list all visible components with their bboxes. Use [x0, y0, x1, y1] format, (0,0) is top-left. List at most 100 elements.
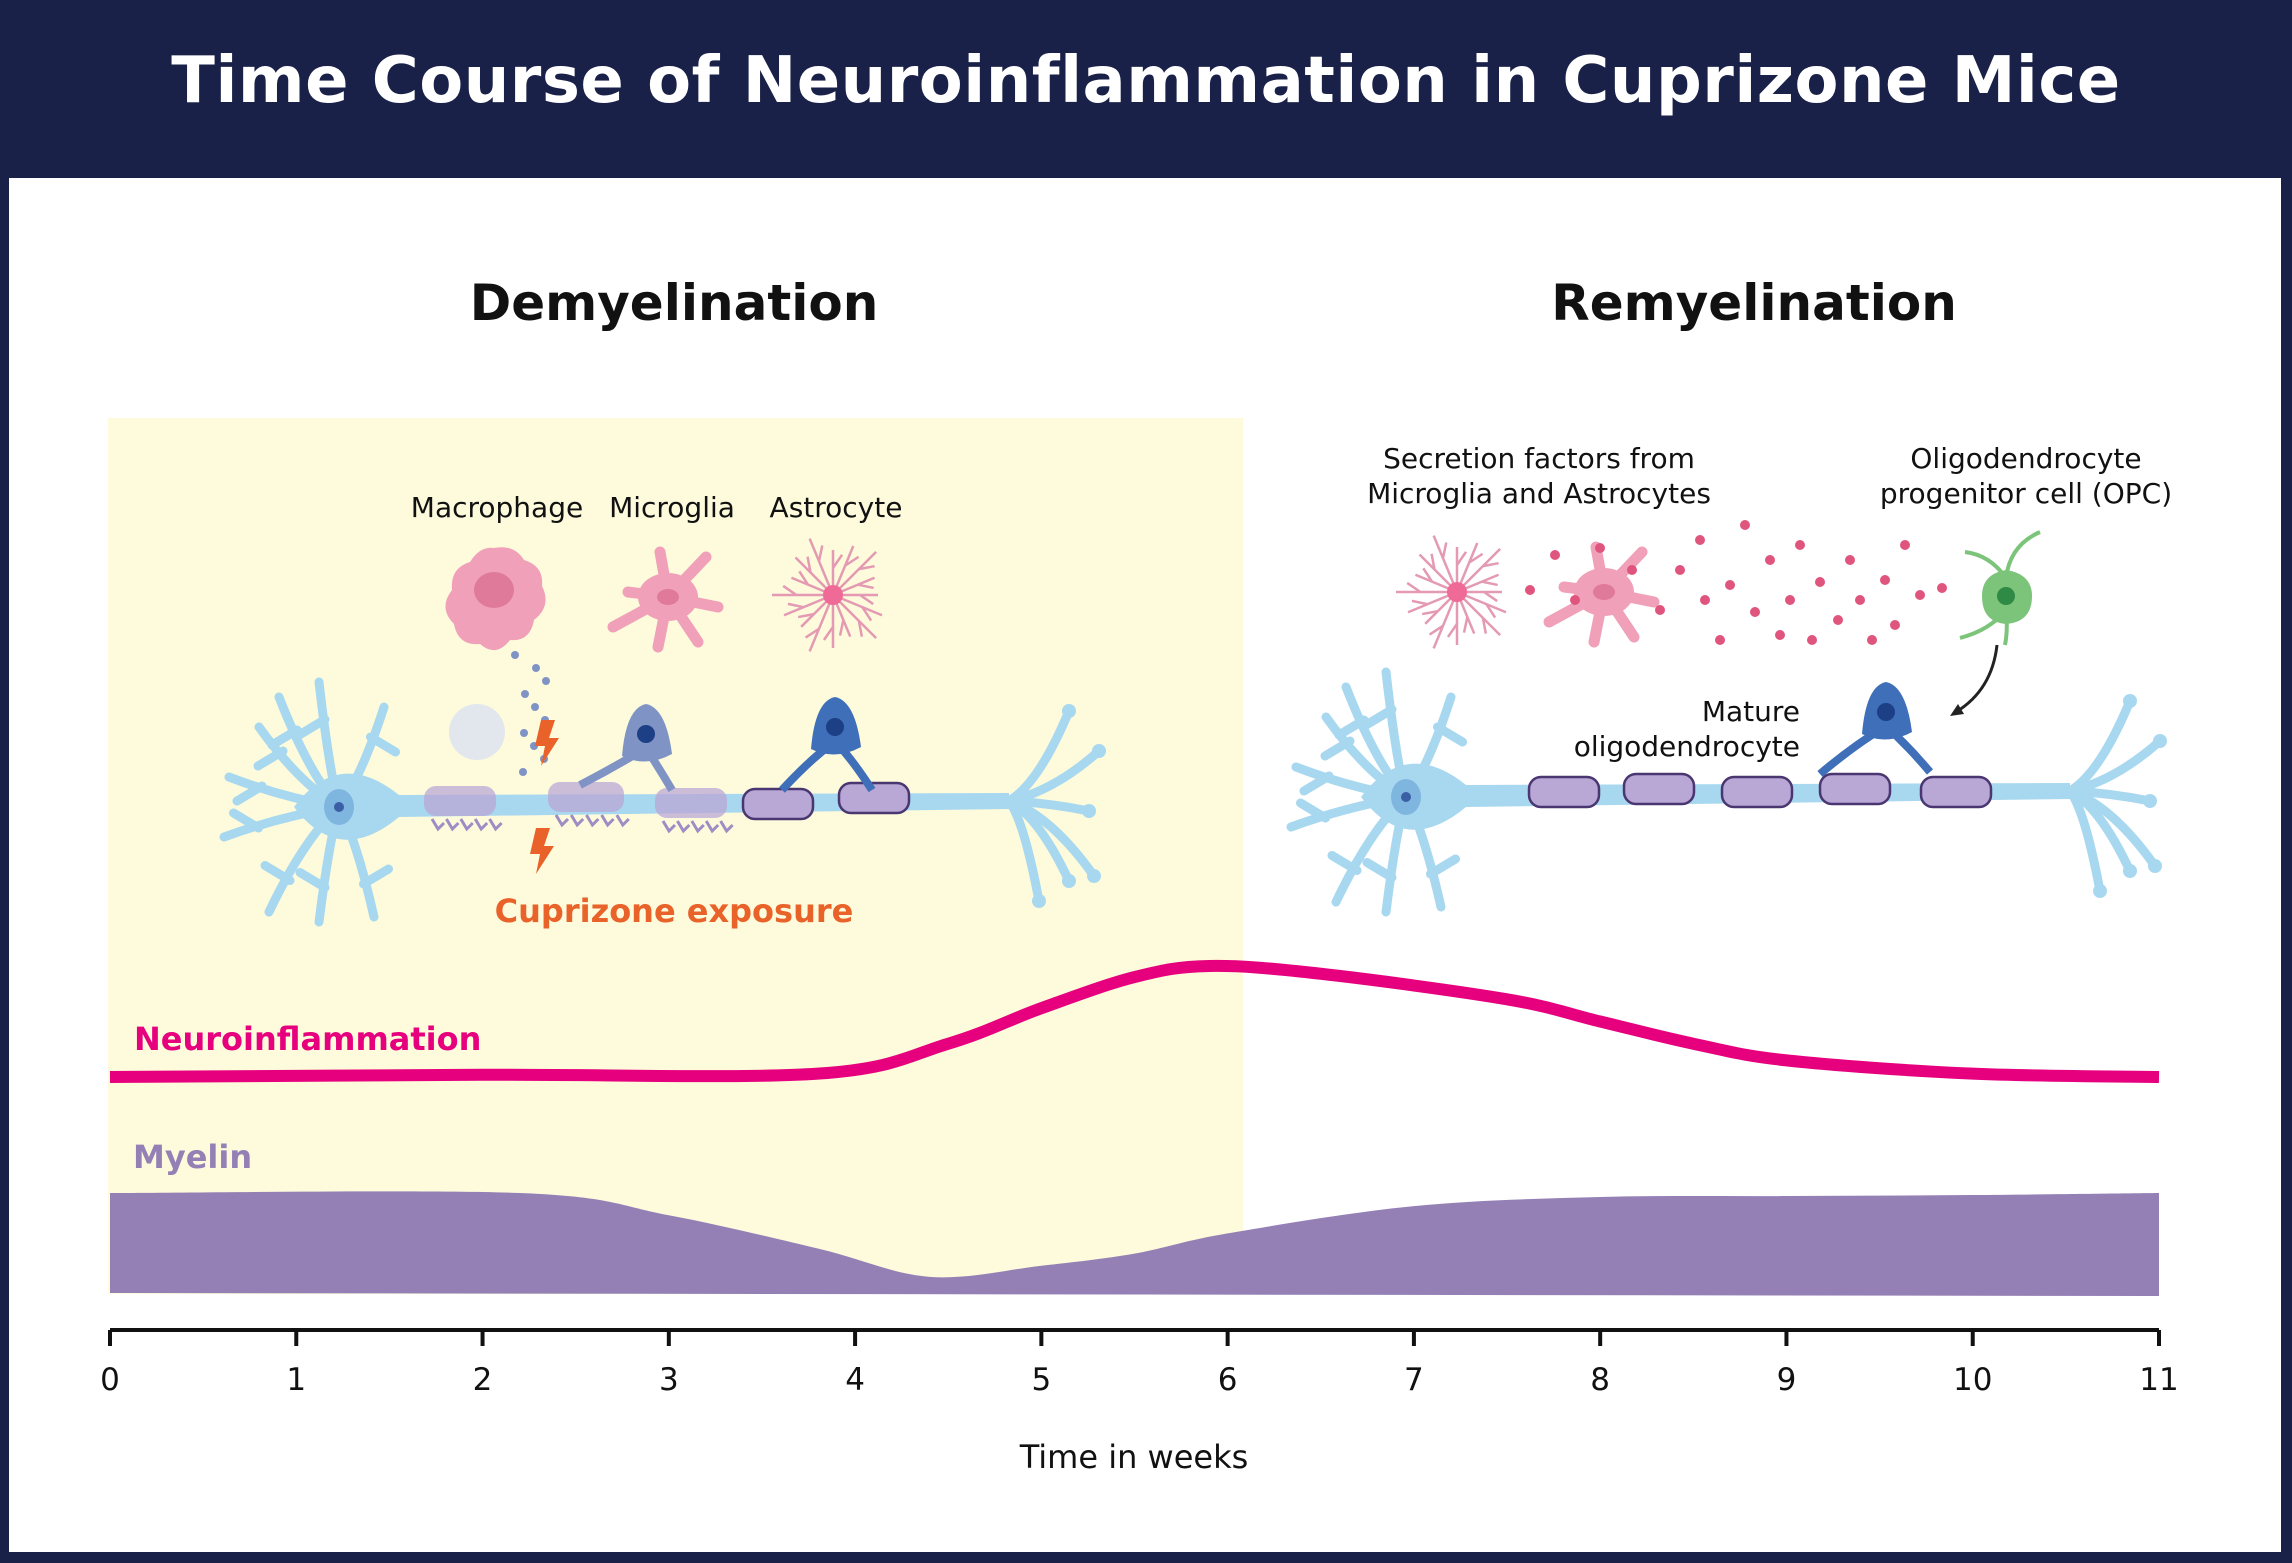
- microglia-nucleus: [657, 589, 679, 605]
- damaged-oligodendrocyte: [578, 704, 676, 793]
- astrocyte-process: [832, 550, 878, 596]
- x-tick-label: 7: [1404, 1362, 1424, 1398]
- x-tick-label: 4: [845, 1362, 865, 1398]
- myelin-debris: [719, 820, 734, 834]
- secretion-factor-dot: [1765, 555, 1775, 565]
- page-title: Time Course of Neuroinflammation in Cupr…: [171, 44, 2121, 118]
- myelin-debris: [488, 818, 503, 832]
- myelin-debris: [585, 814, 600, 828]
- opc-process: [1959, 530, 2041, 646]
- x-tick-label: 5: [1031, 1362, 1052, 1398]
- secreting-astrocyte: [1396, 535, 1507, 649]
- secretion-factor-dot: [1775, 630, 1785, 640]
- damaged-myelin-sheath: [548, 782, 624, 812]
- terminal-bouton: [1092, 744, 1106, 758]
- astrocyte-process: [1456, 591, 1502, 637]
- myelin-sheath: [1818, 772, 1892, 806]
- secretion-factor-dot: [1675, 565, 1685, 575]
- secretion-factor-dot: [1833, 615, 1843, 625]
- myelin-debris: [690, 820, 705, 834]
- secretion-factor-dot: [1740, 520, 1750, 530]
- secretion-factor-dot: [1725, 580, 1735, 590]
- myelin-debris: [661, 820, 677, 834]
- terminal-bouton: [1032, 894, 1046, 908]
- secretion-factor-dot: [1900, 540, 1910, 550]
- neuron-nucleolus: [1401, 792, 1411, 802]
- damaged-myelin-sheath: [424, 786, 496, 816]
- microglia-cell: [607, 546, 724, 653]
- microglia-label: Microglia: [609, 491, 735, 524]
- arrow-opc-to-mature: [1955, 644, 1999, 714]
- terminal-bouton: [2093, 884, 2107, 898]
- myelin-debris: [569, 814, 585, 828]
- opc-nucleus: [1997, 587, 2015, 605]
- x-tick-label: 11: [2139, 1362, 2179, 1398]
- opc-label: Oligodendrocyte progenitor cell (OPC): [1880, 441, 2172, 511]
- secretion-factor-dot: [1915, 590, 1925, 600]
- astrocyte-process: [772, 584, 833, 597]
- astrocyte-body: [1447, 582, 1467, 602]
- myelin-sheath: [837, 781, 911, 815]
- mature-oligodendrocyte: [1817, 682, 1934, 778]
- opc-label-line-2: progenitor cell (OPC): [1879, 477, 2173, 510]
- terminal-bouton: [1062, 704, 1076, 718]
- secretion-label-line-1: Secretion factors from: [1383, 442, 1695, 475]
- secretion-factor-dot: [1785, 595, 1795, 605]
- myelin-debris: [704, 820, 720, 834]
- x-tick-label: 0: [100, 1362, 120, 1398]
- myelin-debris: [430, 818, 446, 832]
- x-tick-label: 6: [1217, 1362, 1238, 1398]
- myelin-debris: [615, 814, 630, 828]
- myelin-sheath: [1527, 775, 1601, 809]
- terminal-bouton: [2153, 734, 2167, 748]
- astrocyte-process: [832, 594, 878, 640]
- secretion-factor-dot: [1867, 635, 1877, 645]
- neuroinflammation-line: [109, 959, 2160, 1083]
- mature-oligodendrocyte-label: Mature oligodendrocyte: [1574, 694, 1800, 764]
- macrophage-debris: [520, 729, 528, 737]
- myelin-sheath: [1622, 772, 1696, 806]
- timeline-plot: [108, 959, 2161, 1346]
- astrocyte-process: [1428, 591, 1459, 649]
- secretion-factor-dot: [1695, 535, 1705, 545]
- x-tick-label: 3: [658, 1362, 679, 1398]
- neuron-soma: [294, 773, 1009, 840]
- secretion-factor-dot: [1815, 577, 1825, 587]
- mature-label-line-1: Mature: [1701, 695, 1800, 728]
- myelin-debris: [676, 820, 691, 834]
- neuron-nucleolus: [334, 802, 344, 812]
- myelin-sheath: [1919, 775, 1993, 809]
- dying-cell: [449, 704, 505, 760]
- secretion-factors-label: Secretion factors from Microglia and Ast…: [1367, 441, 1711, 511]
- lightning-bolt-icon: [535, 720, 559, 766]
- mature-label-line-2: oligodendrocyte: [1573, 730, 1800, 763]
- oligodendrocyte-nucleus: [637, 725, 655, 743]
- oligodendrocyte: [779, 697, 876, 793]
- opc-cell: [1959, 530, 2041, 646]
- astrocyte-body: [823, 585, 843, 605]
- damaged-myelin-sheath: [655, 788, 727, 818]
- myelin-debris: [459, 818, 474, 832]
- secretion-factor-dot: [1750, 607, 1760, 617]
- neuron-soma: [1361, 763, 2070, 830]
- myelin-debris: [600, 814, 615, 828]
- x-tick-label: 9: [1776, 1362, 1797, 1398]
- macrophage-debris: [519, 768, 527, 776]
- macrophage-debris: [542, 677, 550, 685]
- opc-label-line-1: Oligodendrocyte: [1910, 442, 2142, 475]
- demyelination-heading: Demyelination: [469, 274, 879, 332]
- terminal-bouton: [2148, 859, 2162, 873]
- oligodendrocyte-nucleus: [1877, 703, 1895, 721]
- x-tick-label: 2: [472, 1362, 493, 1398]
- secretion-factor-dot: [1807, 635, 1817, 645]
- secretion-factor-dot: [1715, 635, 1725, 645]
- astrocyte-cell: [772, 538, 883, 652]
- secretion-factor-dot: [1890, 620, 1900, 630]
- astrocyte-process: [1396, 581, 1457, 594]
- terminal-bouton: [2123, 864, 2137, 878]
- astrocyte-process: [804, 594, 835, 652]
- right-neuron: [1286, 667, 2167, 917]
- myelin-debris: [554, 814, 570, 828]
- astrocyte-label: Astrocyte: [769, 491, 903, 524]
